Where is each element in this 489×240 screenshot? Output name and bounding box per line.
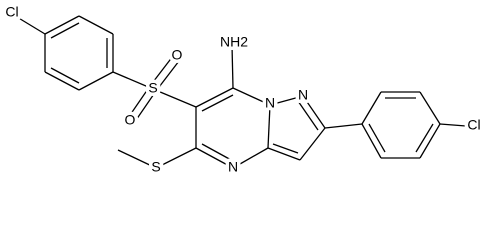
atom-label: NH2 <box>220 34 248 50</box>
atom-label: S <box>151 159 160 175</box>
atom-label: S <box>148 80 157 96</box>
atom-label: O <box>125 112 136 128</box>
atom-label: N <box>298 87 308 103</box>
atom-label: N <box>265 95 275 111</box>
atom-label: O <box>172 47 183 63</box>
atom-label: N <box>228 159 238 175</box>
atom-label: Cl <box>5 4 18 20</box>
molecule-diagram: Cl S O O NH2 N N S N Cl <box>2 0 484 178</box>
atom-labels: Cl S O O NH2 N N S N Cl <box>2 0 484 178</box>
bonds <box>11 13 467 169</box>
atom-label: Cl <box>467 117 480 133</box>
